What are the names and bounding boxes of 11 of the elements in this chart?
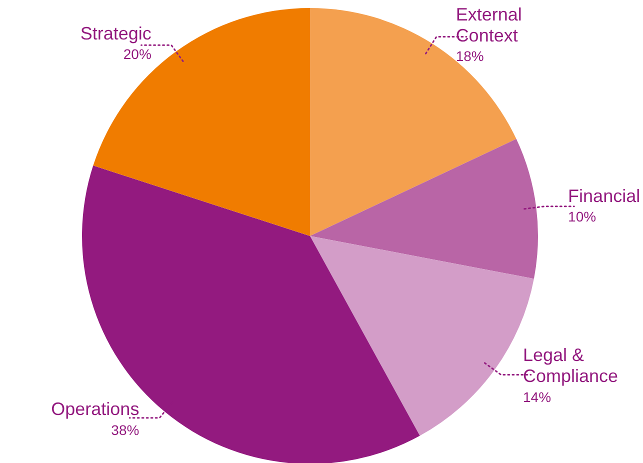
slice-label: Operations bbox=[51, 399, 140, 420]
data-label: 10% bbox=[568, 208, 596, 225]
slice-label: Strategic bbox=[80, 23, 152, 44]
data-label: 18% bbox=[456, 48, 484, 64]
data-label: 38% bbox=[111, 422, 140, 438]
data-label: 20% bbox=[123, 46, 152, 62]
slice-label: External Context bbox=[456, 4, 522, 46]
data-label: 14% bbox=[523, 388, 552, 405]
slice-label: Financial bbox=[568, 186, 640, 206]
slice-label: Legal & Compliance bbox=[523, 345, 618, 386]
pie-slice bbox=[310, 138, 538, 279]
